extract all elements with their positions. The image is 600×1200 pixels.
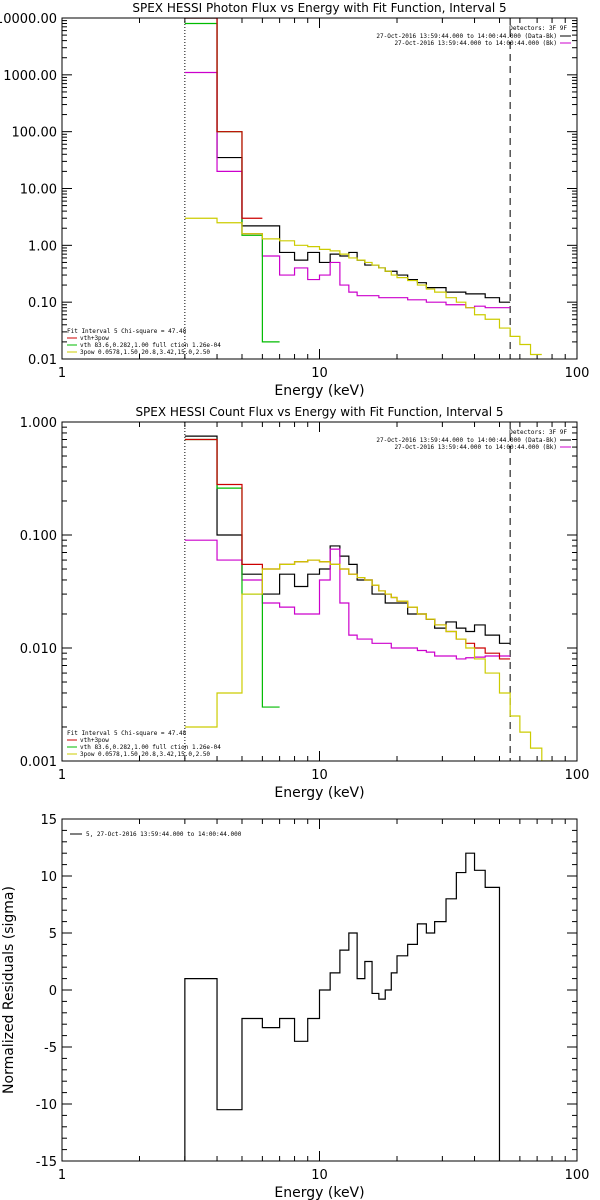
legend-heading: Fit Interval 5 Chi-square = 47.48 [67,730,187,737]
x-tick-label: 10 [311,366,328,381]
y-tick-label: -10 [36,1098,57,1113]
series-line-2 [184,71,511,309]
legend-entry-label: vth+3pow [80,335,109,342]
y-tick-label: 1.000 [20,416,57,431]
data-series-group [184,852,501,1161]
x-axis-label: Energy (keV) [274,383,364,399]
legend-heading: Detectors: 3F 9F [509,25,567,32]
plot-panel-3: 1 10 100 -15 -10 -5 0 5 10 15 Energy (keV) Normaliz… [1,813,589,1200]
x-tick-label: 10 [311,1168,328,1183]
chart-title: SPEX HESSI Photon Flux vs Energy with Fi… [132,1,506,15]
y-axis-ticks: -15 -10 -5 0 5 10 15 [36,813,577,1170]
plot-frame [61,818,578,1162]
x-tick-label: 100 [565,366,590,381]
y-tick-label: 5 [49,927,57,942]
y-tick-label: 100.00 [12,126,58,141]
y-tick-label: 10.00 [20,183,57,198]
y-tick-label: 10 [40,870,57,885]
legend-entry-label: vth 83.6,0.282,1.00 full ction 1.26e-04 [80,342,221,349]
legend-entry-label: vth+3pow [80,737,109,744]
plot-panel-2: SPEX HESSI Count Flux vs Energy with Fit… [20,405,590,801]
series-line-5 [184,217,542,356]
y-tick-label: 0.10 [28,296,57,311]
series-line-4 [184,438,511,660]
legend-entry-label: vth 83.6,0.282,1.00 full ction 1.26e-04 [80,744,221,751]
x-axis-ticks: 1 10 100 [58,819,590,1183]
y-tick-label: 0.001 [20,755,57,770]
legend-entry-label: 27-Oct-2016 13:59:44.000 to 14:00:44.000… [394,40,557,47]
y-axis-label: Normalized Residuals (sigma) [1,886,17,1094]
x-tick-label: 1 [58,366,66,381]
plot-frame [61,421,578,762]
y-tick-label: 1.00 [28,239,57,254]
plot-frame [61,17,578,360]
legend-top-left: 5, 27-Oct-2016 13:59:44.000 to 14:00:44.… [70,831,242,838]
legend-entry-label: 27-Oct-2016 13:59:44.000 to 14:00:44.000… [376,33,557,40]
data-series-group [184,18,542,359]
y-tick-label: -15 [36,1155,57,1170]
series-line-2 [184,539,511,660]
legend-entry-label: 27-Oct-2016 13:59:44.000 to 14:00:44.000… [394,444,557,451]
y-axis-ticks: 0.001 0.010 0.100 1.000 [20,416,577,770]
legend-entry-label: 3pow 0.0578,1.50,20.8,3.42,15.0,2.50 [80,751,210,758]
x-tick-label: 1 [58,1168,66,1183]
series-line-4 [184,18,263,219]
chart-title: SPEX HESSI Count Flux vs Energy with Fit… [135,405,503,419]
y-tick-label: 1000.00 [3,69,57,84]
series-line-3 [184,22,280,343]
series-line-1 [184,18,511,303]
x-axis-label: Energy (keV) [274,1185,364,1200]
y-tick-label: 0.100 [20,529,57,544]
legend-bottom-left: Fit Interval 5 Chi-square = 47.48vth+3po… [67,730,221,758]
legend-bottom-left: Fit Interval 5 Chi-square = 47.48vth+3po… [67,328,221,356]
x-tick-label: 100 [565,768,590,783]
plot-panel-1: SPEX HESSI Photon Flux vs Energy with Fi… [0,1,589,399]
legend-heading: Fit Interval 5 Chi-square = 47.48 [67,328,187,335]
x-tick-label: 1 [58,768,66,783]
y-tick-label: -5 [44,1041,57,1056]
legend-entry-label: 27-Oct-2016 13:59:44.000 to 14:00:44.000… [376,437,557,444]
y-tick-label: 0.010 [20,642,57,657]
y-axis-ticks: 0.01 0.10 1.00 10.00 100.00 1000.00 10000.00 [0,12,577,368]
series-line-1 [184,852,501,1161]
x-axis-ticks: 1 10 100 [58,422,590,783]
y-tick-label: 10000.00 [0,12,57,27]
series-line-5 [184,559,553,761]
legend-entry-label: 3pow 0.0578,1.50,20.8,3.42,15.0,2.50 [80,349,210,356]
x-axis-label: Energy (keV) [274,785,364,801]
y-tick-label: 15 [40,813,57,828]
legend-entry-label: 5, 27-Oct-2016 13:59:44.000 to 14:00:44.… [86,831,242,838]
legend-heading: Detectors: 3F 9F [509,429,567,436]
data-series-group [184,422,553,761]
x-tick-label: 10 [311,768,328,783]
y-tick-label: 0.01 [28,353,57,368]
y-tick-label: 0 [49,984,57,999]
series-line-3 [184,438,280,708]
x-tick-label: 100 [565,1168,590,1183]
series-line-1 [184,435,511,644]
